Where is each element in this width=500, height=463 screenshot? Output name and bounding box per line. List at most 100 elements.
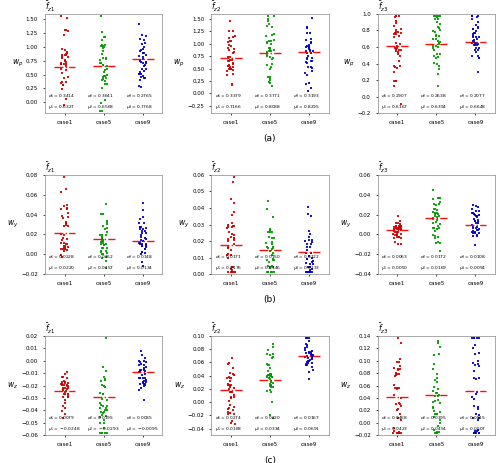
Point <box>474 204 482 211</box>
Point <box>392 17 400 24</box>
Point <box>62 219 70 226</box>
Point <box>60 222 68 230</box>
Point <box>100 33 108 41</box>
Point <box>302 345 310 352</box>
Point <box>60 173 68 181</box>
Point <box>228 354 235 362</box>
Point <box>230 410 238 418</box>
Point <box>309 352 317 360</box>
Point <box>266 388 274 395</box>
Point <box>390 225 398 233</box>
Point <box>268 244 276 251</box>
Point <box>270 249 278 257</box>
Point <box>263 49 271 56</box>
Point <box>304 359 312 367</box>
Point <box>429 35 437 43</box>
Text: (a): (a) <box>264 134 276 143</box>
Point <box>432 389 440 397</box>
Point <box>266 65 274 73</box>
Point <box>136 223 144 231</box>
Point <box>64 394 72 401</box>
Point <box>471 350 479 357</box>
Point <box>395 12 403 19</box>
Point <box>434 211 442 218</box>
Point <box>137 385 145 392</box>
Point <box>62 219 70 226</box>
Point <box>397 223 405 230</box>
Point <box>100 430 108 437</box>
Point <box>58 52 66 59</box>
Point <box>224 405 232 412</box>
Point <box>308 64 316 72</box>
Point <box>57 13 65 20</box>
Point <box>474 349 482 357</box>
Point <box>432 410 440 418</box>
Point <box>228 233 235 240</box>
Point <box>224 269 232 276</box>
Point <box>263 374 271 381</box>
Text: $\sigma_3=0.0148$: $\sigma_3=0.0148$ <box>126 254 154 261</box>
Point <box>140 362 148 369</box>
Point <box>434 23 442 31</box>
Point <box>430 42 438 50</box>
Point <box>104 72 112 79</box>
Point <box>142 235 150 242</box>
Point <box>308 366 316 374</box>
Point <box>472 411 480 418</box>
Point <box>302 81 310 88</box>
Point <box>304 203 312 211</box>
Point <box>474 219 482 226</box>
Point <box>142 32 150 40</box>
Point <box>397 394 405 401</box>
Point <box>102 402 110 410</box>
Point <box>228 418 236 425</box>
Point <box>266 370 274 378</box>
Point <box>396 234 404 242</box>
Point <box>136 57 144 65</box>
Point <box>269 257 277 264</box>
Point <box>138 230 146 237</box>
Point <box>397 29 405 37</box>
Point <box>62 61 70 68</box>
Point <box>302 340 310 348</box>
Point <box>308 360 316 367</box>
Point <box>142 243 150 250</box>
Point <box>62 51 70 58</box>
Point <box>306 57 314 64</box>
Point <box>230 200 237 207</box>
Point <box>262 239 270 246</box>
Point <box>394 240 402 248</box>
Point <box>267 372 275 379</box>
Text: $\sigma_3=0.0108$: $\sigma_3=0.0108$ <box>459 254 486 261</box>
Point <box>226 18 234 25</box>
Point <box>136 366 144 374</box>
Point <box>269 379 277 387</box>
Point <box>140 49 148 56</box>
Point <box>471 228 479 236</box>
Point <box>135 375 143 382</box>
Point <box>135 369 143 376</box>
Point <box>138 227 146 235</box>
Point <box>98 41 106 49</box>
Point <box>98 381 106 388</box>
Point <box>264 373 272 380</box>
Point <box>229 63 237 70</box>
Point <box>436 194 444 201</box>
Point <box>474 19 482 26</box>
Point <box>264 269 272 276</box>
Point <box>136 224 144 231</box>
Point <box>102 224 110 232</box>
Point <box>99 43 107 50</box>
Point <box>304 354 312 362</box>
Point <box>470 396 478 403</box>
Point <box>60 405 68 412</box>
Point <box>308 356 316 363</box>
Point <box>303 341 311 349</box>
Point <box>470 29 478 37</box>
Point <box>394 370 402 377</box>
Point <box>307 250 315 257</box>
Point <box>224 408 232 416</box>
Point <box>225 382 233 389</box>
Point <box>396 362 404 369</box>
Point <box>305 252 313 259</box>
